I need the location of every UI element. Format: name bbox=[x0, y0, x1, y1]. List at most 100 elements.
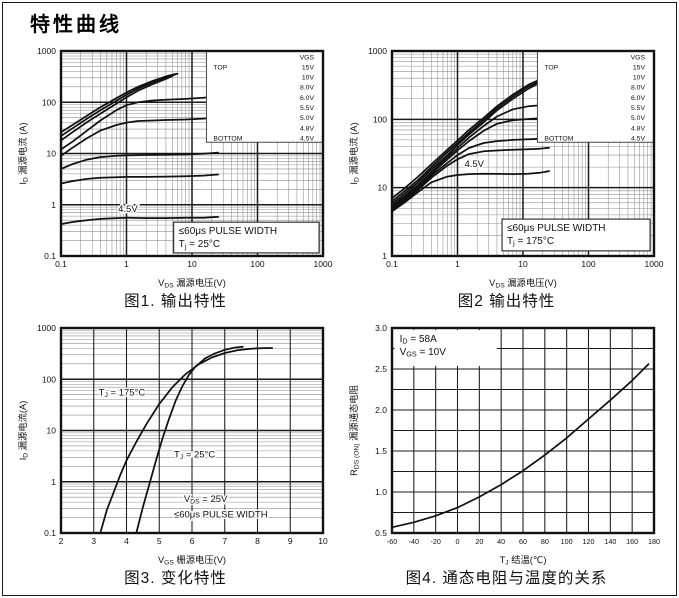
svg-text:2: 2 bbox=[58, 536, 63, 546]
svg-text:10: 10 bbox=[187, 259, 197, 269]
svg-text:1000: 1000 bbox=[313, 259, 332, 269]
series-VGS=10V bbox=[390, 78, 546, 203]
svg-text:TJ = 175°C: TJ = 175°C bbox=[98, 388, 145, 400]
svg-text:6: 6 bbox=[189, 536, 194, 546]
svg-text:6.0V: 6.0V bbox=[300, 95, 314, 102]
svg-text:100: 100 bbox=[41, 374, 55, 384]
series-VGS=5.5V bbox=[59, 116, 219, 157]
svg-text:TOP: TOP bbox=[544, 64, 558, 71]
figure3-transfer-characteristics: TJ = 175°C TJ = 25°C VDS = 25V ≤60μs PULSE … bbox=[10, 319, 341, 588]
series-VGS=10V bbox=[59, 73, 176, 137]
series bbox=[98, 345, 273, 534]
svg-text:5.5V: 5.5V bbox=[300, 105, 314, 112]
svg-text:100: 100 bbox=[581, 259, 595, 269]
svg-text:2.5: 2.5 bbox=[375, 364, 387, 374]
svg-text:VGS 栅源电压(V): VGS 栅源电压(V) bbox=[157, 554, 225, 567]
svg-text:VDS 漏源电压(V): VDS 漏源电压(V) bbox=[158, 277, 226, 290]
series bbox=[59, 72, 219, 225]
svg-text:40: 40 bbox=[497, 537, 505, 546]
svg-text:0.1: 0.1 bbox=[55, 259, 67, 269]
svg-text:4: 4 bbox=[124, 536, 129, 546]
svg-text:5.0V: 5.0V bbox=[631, 115, 645, 122]
svg-text:0: 0 bbox=[455, 537, 459, 546]
series-VGS=4.8V bbox=[59, 173, 219, 185]
svg-text:ID = 58A: ID = 58A bbox=[399, 334, 437, 346]
series-VGS=4.5V bbox=[59, 216, 219, 225]
svg-text:RDS (ON) 漏源通态电阻: RDS (ON) 漏源通态电阻 bbox=[348, 385, 361, 476]
figure1-chart: VGS 15V TOP 10V 8.0V 6.0V 5.5V 5.0V 4.8V 4.5V BOTT… bbox=[17, 46, 333, 290]
annotations: 4.5V bbox=[462, 158, 485, 172]
svg-text:15V: 15V bbox=[301, 64, 314, 71]
svg-text:BOTTOM: BOTTOM bbox=[544, 135, 573, 142]
svg-text:0.1: 0.1 bbox=[44, 528, 56, 538]
svg-text:4.5V: 4.5V bbox=[118, 204, 138, 215]
svg-text:VGS: VGS bbox=[299, 54, 314, 61]
svg-text:1: 1 bbox=[51, 200, 56, 210]
svg-text:0.1: 0.1 bbox=[44, 251, 56, 261]
svg-text:-60: -60 bbox=[386, 537, 396, 546]
series-VGS=5.5V bbox=[390, 116, 550, 209]
series bbox=[390, 76, 550, 213]
svg-text:-40: -40 bbox=[408, 537, 418, 546]
svg-text:VGS = 10V: VGS = 10V bbox=[399, 347, 446, 359]
svg-text:≤60μs PULSE WIDTH: ≤60μs PULSE WIDTH bbox=[507, 223, 606, 234]
svg-text:1: 1 bbox=[455, 259, 460, 269]
series-VGS=5.0V bbox=[59, 151, 219, 170]
series-VGS=15V bbox=[390, 76, 548, 200]
svg-text:20: 20 bbox=[475, 537, 483, 546]
svg-text:VDS 漏源电压(V): VDS 漏源电压(V) bbox=[489, 277, 557, 290]
svg-text:Tj = 175°C: Tj = 175°C bbox=[507, 236, 554, 248]
svg-text:1000: 1000 bbox=[368, 46, 387, 56]
svg-text:VDS = 25V: VDS = 25V bbox=[183, 494, 227, 506]
figure1-output-characteristics: VGS 15V TOP 10V 8.0V 6.0V 5.5V 5.0V 4.8V 4.5V BOTT… bbox=[10, 42, 341, 311]
svg-text:10: 10 bbox=[46, 149, 56, 159]
svg-text:Tj = 25°C: Tj = 25°C bbox=[178, 239, 219, 251]
svg-text:7: 7 bbox=[222, 536, 227, 546]
svg-text:10: 10 bbox=[518, 259, 528, 269]
series bbox=[390, 363, 649, 529]
svg-text:60: 60 bbox=[519, 537, 527, 546]
svg-text:1000: 1000 bbox=[37, 323, 56, 333]
svg-text:8.0V: 8.0V bbox=[631, 85, 645, 92]
svg-text:5.5V: 5.5V bbox=[631, 105, 645, 112]
svg-text:≤60μs PULSE WIDTH: ≤60μs PULSE WIDTH bbox=[173, 510, 267, 521]
svg-text:4.8V: 4.8V bbox=[300, 125, 314, 132]
figure4-caption: 图4. 通态电阻与温度的关系 bbox=[405, 570, 608, 587]
svg-text:0.5: 0.5 bbox=[375, 528, 387, 538]
svg-text:TJ 结温(℃): TJ 结温(℃) bbox=[499, 554, 546, 567]
svg-text:100: 100 bbox=[250, 259, 264, 269]
figure3-caption: 图3. 变化特性 bbox=[124, 570, 227, 587]
svg-text:1.5: 1.5 bbox=[375, 446, 387, 456]
legend: VGS 15V TOP 10V 8.0V 6.0V 5.5V 5.0V 4.8V 4.5V BOTT… bbox=[536, 50, 654, 143]
svg-text:1000: 1000 bbox=[37, 46, 56, 56]
svg-text:4.5V: 4.5V bbox=[464, 159, 484, 170]
figure4-rdson-vs-temperature: ID = 58A VGS = 10V -60 -40 -20 0 20 40 60 80 100 12… bbox=[341, 319, 672, 588]
series-VGS=4.5V bbox=[390, 170, 550, 213]
annotations: TJ = 175°C TJ = 25°C VDS = 25V ≤60μs PULSE … bbox=[97, 386, 269, 522]
svg-text:9: 9 bbox=[287, 536, 292, 546]
svg-text:100: 100 bbox=[372, 114, 386, 124]
annotations: 4.5V bbox=[116, 202, 139, 216]
svg-text:0.1: 0.1 bbox=[386, 259, 398, 269]
series-VGS=4.8V bbox=[390, 146, 550, 211]
tick-labels: 2 3 4 5 6 7 8 9 10 1000 100 10 1 0.1 bbox=[37, 323, 328, 546]
svg-text:ID 漏源电流(A): ID 漏源电流(A) bbox=[17, 401, 30, 461]
svg-text:8.0V: 8.0V bbox=[300, 85, 314, 92]
page-title: 特性曲线 bbox=[30, 14, 122, 36]
svg-text:TOP: TOP bbox=[213, 64, 227, 71]
svg-text:100: 100 bbox=[41, 97, 55, 107]
svg-text:120: 120 bbox=[582, 537, 594, 546]
svg-text:1000: 1000 bbox=[644, 259, 663, 269]
tick-labels: 0.1 1 10 100 1000 1000 100 10 1 0.1 bbox=[37, 46, 333, 269]
series-TJ=175C bbox=[98, 347, 273, 534]
svg-text:10: 10 bbox=[46, 426, 56, 436]
svg-text:80: 80 bbox=[540, 537, 548, 546]
series-VGS=5.0V bbox=[390, 136, 550, 210]
svg-text:4.8V: 4.8V bbox=[631, 125, 645, 132]
svg-text:4.5V: 4.5V bbox=[300, 135, 314, 142]
note: ≤60μs PULSE WIDTH Tj = 25°C bbox=[172, 221, 320, 254]
